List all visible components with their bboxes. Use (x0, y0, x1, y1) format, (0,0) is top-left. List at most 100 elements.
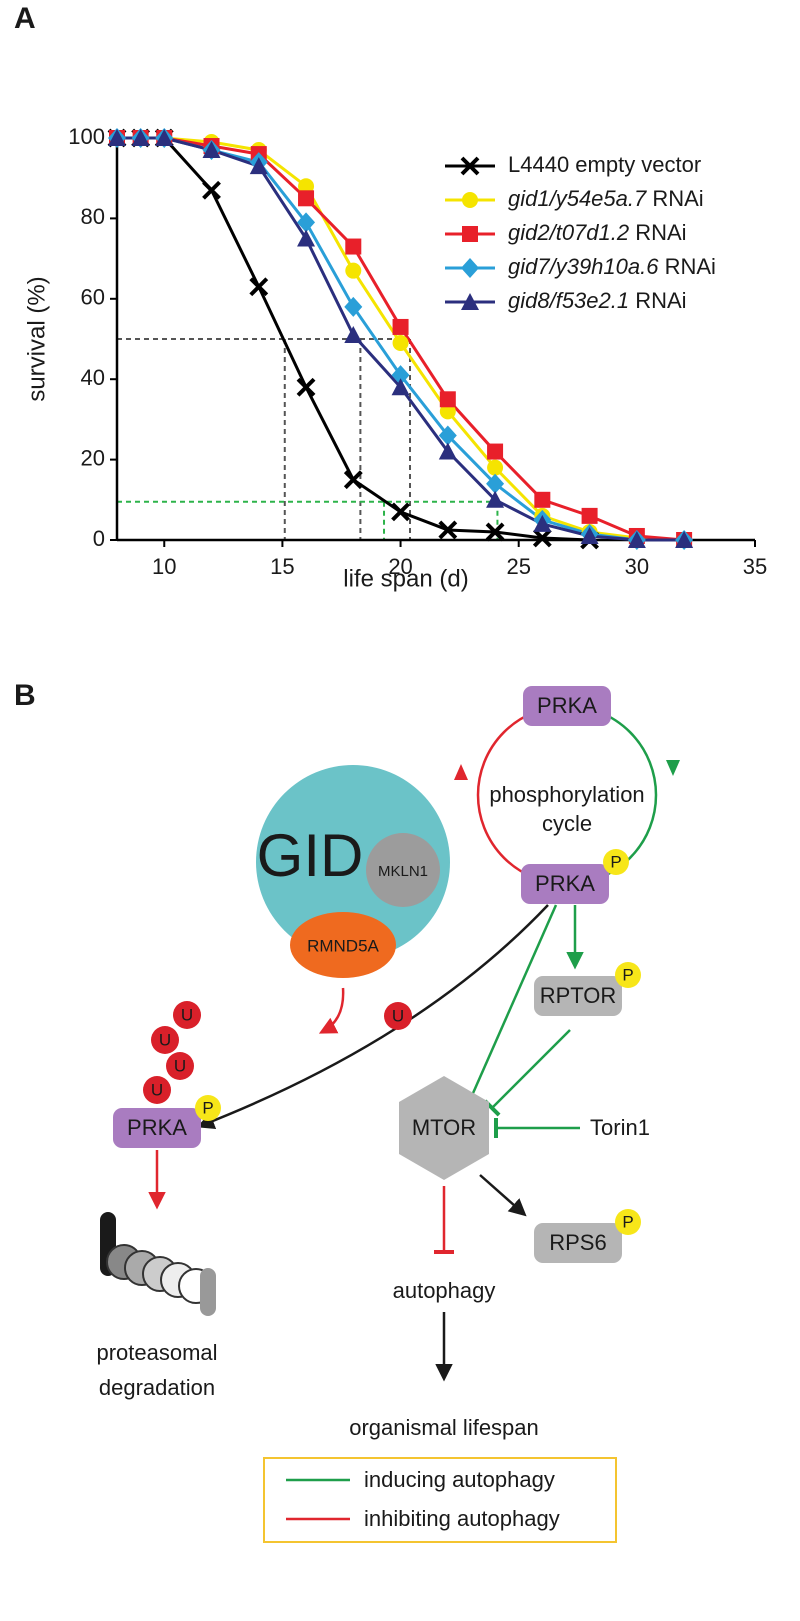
marker (534, 491, 551, 508)
node (521, 864, 609, 904)
subunit-label: MKLN1 (378, 863, 428, 880)
y-tick-label: 40 (81, 365, 105, 390)
y-tick-label: 20 (81, 445, 105, 470)
marker (345, 238, 362, 255)
legend-label: L4440 empty vector (508, 152, 701, 177)
marker (487, 443, 504, 460)
inhibition (483, 1029, 571, 1117)
marker (344, 296, 363, 317)
marker (438, 425, 457, 446)
marker (461, 293, 479, 310)
marker (344, 325, 363, 343)
marker (131, 129, 150, 146)
legend-label: inducing autophagy (364, 1467, 555, 1492)
arrowhead (454, 764, 468, 780)
marker (627, 531, 646, 548)
node (534, 1223, 622, 1263)
marker (297, 212, 316, 233)
ubiquitin-label: U (159, 1030, 171, 1049)
marker (202, 141, 221, 159)
x-tick-label: 10 (152, 554, 176, 579)
legend-label: inhibiting autophagy (364, 1506, 560, 1531)
marker (486, 473, 505, 494)
phospho (195, 1095, 221, 1121)
ubiquitin-label: U (392, 1006, 404, 1025)
marker (675, 531, 694, 548)
phospho-label: P (622, 965, 633, 984)
chart: 0 20 40 60 80 100 10 15 20 25 30 35 life span (d) sur… (23, 124, 767, 593)
y-tick-label: 0 (93, 526, 105, 551)
marker (439, 403, 456, 420)
subunit (290, 912, 396, 978)
arrow (479, 1174, 527, 1217)
marker (296, 377, 316, 397)
marker (461, 258, 479, 278)
phospho-label: P (610, 852, 621, 871)
x-axis-label: life span (d) (343, 565, 468, 592)
marker (462, 192, 478, 208)
cycle-label: phosphorylation (489, 782, 644, 807)
marker (532, 528, 552, 548)
node-label: PRKA (535, 871, 595, 896)
arrow (318, 987, 345, 1034)
inhibition (460, 904, 558, 1106)
marker (391, 502, 410, 522)
marker (249, 277, 269, 297)
marker (460, 156, 480, 176)
panel-label: B (14, 679, 36, 712)
phospho-label: P (622, 1212, 633, 1231)
x-tick-label: 30 (625, 554, 649, 579)
marker (487, 459, 504, 476)
y-tick-label: 80 (81, 204, 105, 229)
marker (581, 507, 598, 524)
node-label: RPS6 (549, 1230, 606, 1255)
node (399, 1076, 489, 1180)
legend-label: gid7/y39h10a.6 RNAi (508, 254, 716, 279)
ubiquitin-label: U (151, 1080, 163, 1099)
node-label: PRKA (537, 693, 597, 718)
marker (580, 526, 599, 544)
legend-label: gid2/t07d1.2 RNAi (508, 220, 687, 245)
subunit (366, 833, 440, 907)
ubiquitin-label: U (181, 1005, 193, 1024)
marker (392, 335, 409, 352)
node-label: Torin1 (590, 1115, 650, 1140)
marker (345, 262, 362, 279)
diagram: PRKA phosphorylation cycle GID MKLN1 RMN… (96, 686, 680, 1543)
marker (392, 318, 409, 335)
y-tick-label: 100 (68, 124, 105, 149)
phospho-label: P (202, 1098, 213, 1117)
ubiquitin-label: U (174, 1056, 186, 1075)
phospho (603, 849, 629, 875)
complex-label: GID (257, 822, 364, 889)
marker (533, 514, 552, 532)
marker (391, 378, 410, 396)
legend-label: gid8/f53e2.1 RNAi (508, 288, 687, 313)
node-label: autophagy (393, 1278, 496, 1303)
legend-box (263, 1457, 617, 1543)
marker (108, 129, 126, 146)
node (523, 686, 611, 726)
node-label: organismal lifespan (349, 1415, 539, 1440)
marker (439, 391, 456, 408)
marker (486, 490, 505, 508)
panel-label: A (14, 2, 36, 35)
marker (298, 178, 315, 195)
x-tick-label: 15 (270, 554, 294, 579)
marker (297, 229, 316, 247)
node (113, 1108, 201, 1148)
marker (249, 157, 268, 175)
proteasome (100, 1212, 216, 1316)
node-label: PRKA (127, 1115, 187, 1140)
node-label: MTOR (412, 1115, 476, 1140)
legend-label: gid1/y54e5a.7 RNAi (508, 186, 704, 211)
x-tick-label: 25 (506, 554, 530, 579)
x-tick-label: 20 (388, 554, 412, 579)
complex (256, 765, 450, 959)
marker (438, 520, 458, 540)
node-label: proteasomal (96, 1340, 217, 1365)
x-tick-label: 35 (743, 554, 767, 579)
marker (462, 226, 478, 242)
marker (298, 190, 315, 207)
